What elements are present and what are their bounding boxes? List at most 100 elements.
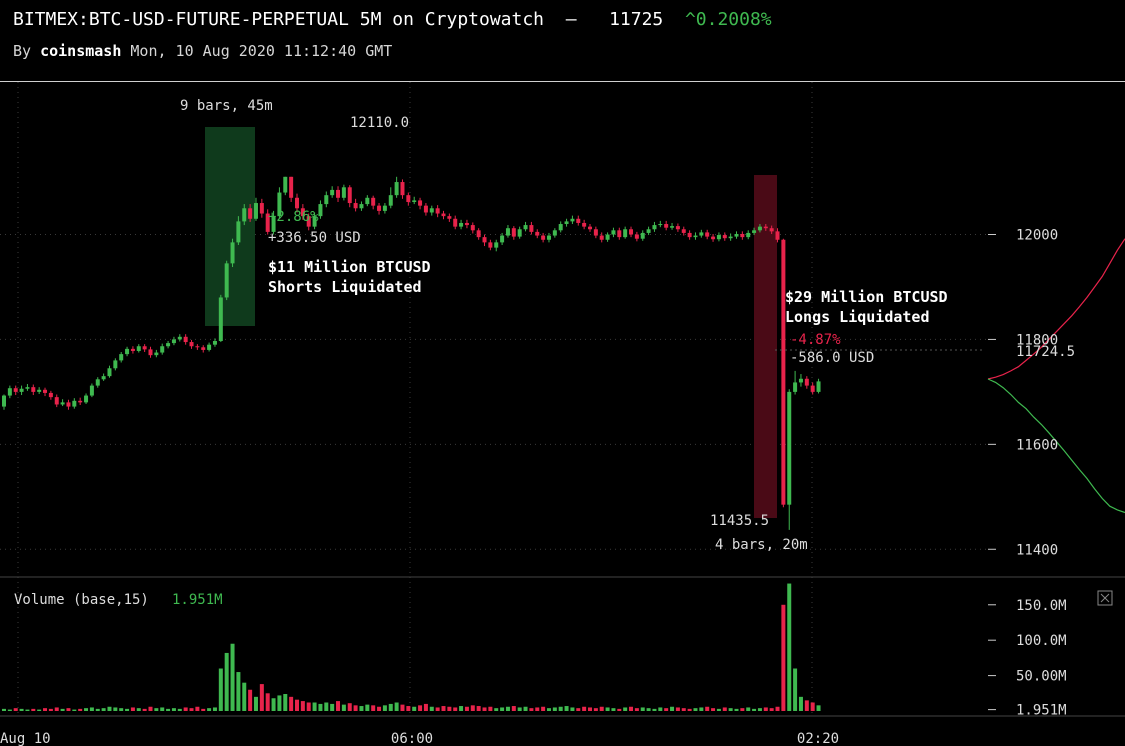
volume-bar [113, 707, 118, 711]
right-range-label: 4 bars, 20m [715, 537, 808, 553]
volume-bar [646, 708, 651, 711]
time-tick-label: 06:00 [391, 731, 433, 746]
candle [429, 205, 434, 216]
volume-bar [60, 708, 65, 711]
volume-bar [494, 708, 499, 711]
chart-grid [0, 82, 990, 716]
volume-bar [611, 708, 616, 711]
chart-header: BITMEX:BTC-USD-FUTURE-PERPETUAL 5M on Cr… [0, 0, 1125, 82]
price-tick-label: 11600 [1016, 437, 1058, 453]
volume-bar [54, 707, 59, 711]
volume-tick-label: 1.951M [1016, 703, 1067, 719]
volume-tick-label: 100.0M [1016, 633, 1067, 649]
candle [48, 390, 53, 400]
volume-bar [728, 708, 733, 711]
volume-tick-label: 50.00M [1016, 669, 1067, 685]
candle [113, 358, 118, 371]
volume-bar [365, 704, 370, 711]
volume-bar [687, 708, 692, 711]
candle [687, 230, 692, 240]
candle [517, 226, 522, 239]
candle [394, 176, 399, 198]
market-name: BITMEX:BTC-USD-FUTURE-PERPETUAL 5M on Cr… [13, 9, 545, 30]
candle [101, 373, 106, 381]
candle [283, 176, 288, 196]
volume-bar [798, 696, 803, 711]
candle [705, 229, 710, 240]
volume-bar [78, 708, 83, 711]
candle [670, 222, 675, 230]
volume-bar [652, 708, 657, 711]
candle [107, 365, 112, 378]
candle [699, 229, 704, 238]
volume-bar [125, 708, 130, 711]
candle [752, 227, 757, 236]
close-icon[interactable] [1097, 590, 1113, 606]
volume-bar [429, 706, 434, 711]
candle [523, 221, 528, 232]
candle [617, 227, 622, 240]
candle [412, 196, 417, 205]
volume-bar [224, 652, 229, 711]
volume-indicator-label: Volume (base,15) [14, 592, 149, 608]
volume-bar [312, 702, 317, 711]
volume-bar [564, 706, 569, 711]
price-tick-label: 11800 [1016, 332, 1058, 348]
candle [464, 219, 469, 229]
volume-bar [517, 707, 522, 711]
volume-bar [412, 706, 417, 711]
candle [19, 385, 24, 396]
candle [798, 374, 803, 387]
candle [769, 225, 774, 234]
candle [125, 346, 130, 357]
candle [611, 227, 616, 238]
candle [248, 204, 253, 222]
volume-bar [693, 708, 698, 711]
candle [253, 197, 258, 221]
projection-line [987, 378, 1125, 514]
volume-bar [681, 708, 686, 711]
volume-bar [72, 709, 77, 711]
candle [716, 232, 721, 242]
candle [183, 334, 188, 345]
candle [2, 394, 6, 410]
volume-bar [705, 706, 710, 711]
volume-bar [423, 703, 428, 711]
volume-bar [523, 706, 528, 711]
volume-bar [160, 707, 165, 711]
volume-bar [336, 701, 341, 711]
candle [447, 213, 452, 222]
volume-bar [552, 707, 557, 711]
candle [400, 179, 405, 199]
right-change-usd: -586.0 USD [790, 350, 874, 366]
volume-bar [2, 708, 6, 711]
volume-bar [347, 703, 352, 711]
volume-bar [546, 708, 551, 711]
left-range-label: 9 bars, 45m [180, 98, 273, 114]
volume-bar [570, 707, 575, 711]
volume-bar [130, 707, 135, 711]
candle [775, 228, 780, 243]
candle [382, 203, 387, 214]
volume-bar [136, 708, 141, 711]
volume-bar [189, 708, 194, 711]
candle [529, 221, 534, 235]
price-tick-label: 11400 [1016, 542, 1058, 558]
candle [119, 352, 124, 363]
volume-bar [447, 706, 452, 711]
volume-bar [341, 704, 346, 711]
time-axis: Aug 10 06:00 02:20 [0, 731, 839, 746]
volume-bar [470, 705, 475, 711]
candle [435, 205, 440, 218]
volume-bar [464, 706, 469, 711]
candle [347, 185, 352, 208]
candle [300, 204, 305, 220]
candle [166, 341, 171, 349]
volume-bar [810, 702, 815, 711]
last-price: 11725 [609, 9, 664, 30]
price-tick-label: 12000 [1016, 228, 1058, 244]
candle [816, 378, 821, 394]
candle [54, 394, 59, 408]
volume-bar [740, 708, 745, 711]
